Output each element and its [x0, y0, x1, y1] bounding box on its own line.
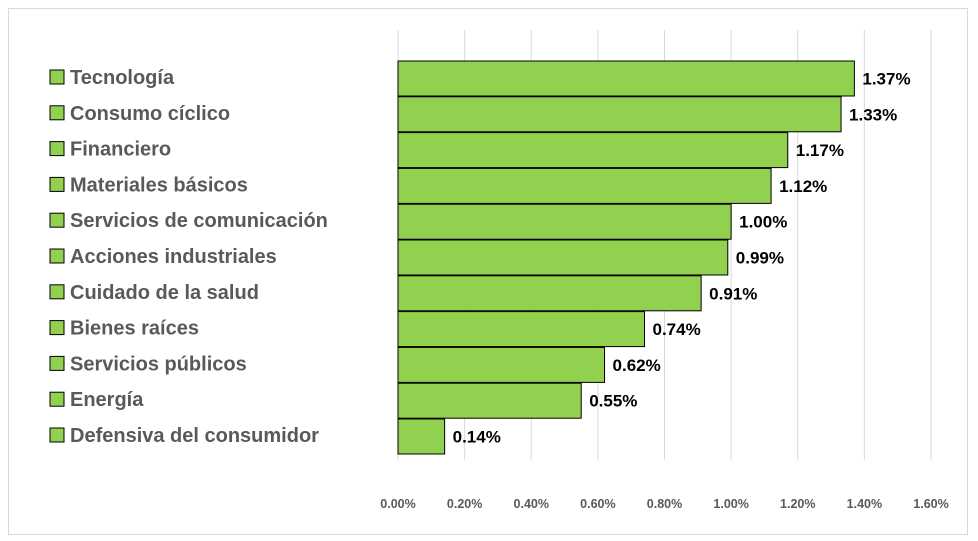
category-label: Energía: [70, 389, 144, 411]
value-label: 0.99%: [736, 249, 784, 268]
legend-swatch: [49, 176, 65, 192]
category-label: Consumo cíclico: [70, 103, 230, 125]
legend-swatch: [49, 427, 65, 443]
value-label: 0.62%: [613, 356, 661, 375]
category-legend: Tecnología Consumo cíclico Financiero Mater…: [49, 67, 328, 447]
value-label: 1.00%: [739, 213, 787, 232]
legend-swatch: [49, 212, 65, 228]
category-label: Financiero: [70, 139, 171, 161]
bar: [397, 60, 855, 97]
category-label: Bienes raíces: [70, 318, 199, 340]
legend-swatch: [49, 141, 65, 157]
value-label: 0.55%: [589, 392, 637, 411]
legend-swatch: [49, 391, 65, 407]
legend-swatch: [49, 284, 65, 300]
x-tick-label: 1.00%: [713, 497, 748, 511]
legend-swatch: [49, 355, 65, 371]
category-label: Acciones industriales: [70, 246, 277, 268]
x-tick-label: 0.40%: [514, 497, 549, 511]
value-label: 1.33%: [849, 105, 897, 124]
bar: [397, 311, 646, 348]
x-tick-label: 1.40%: [847, 497, 882, 511]
legend-swatch: [49, 105, 65, 121]
bars: [397, 60, 855, 455]
category-label: Defensiva del consumidor: [70, 425, 319, 447]
category-label: Servicios públicos: [70, 353, 247, 375]
x-tick-label: 0.00%: [380, 497, 415, 511]
x-tick-label: 1.60%: [913, 497, 948, 511]
category-label: Materiales básicos: [70, 174, 248, 196]
bar: [397, 382, 582, 419]
value-label: 0.14%: [453, 428, 501, 447]
bar: [397, 346, 606, 383]
category-label: Tecnología: [70, 67, 175, 89]
x-tick-label: 1.20%: [780, 497, 815, 511]
value-label: 1.17%: [796, 141, 844, 160]
value-label: 0.74%: [653, 320, 701, 339]
bar: [397, 203, 732, 240]
value-label: 1.37%: [862, 70, 910, 89]
x-tick-label: 0.80%: [647, 497, 682, 511]
bar: [397, 167, 772, 204]
legend-swatch: [49, 320, 65, 336]
value-label: 0.91%: [709, 284, 757, 303]
bar: [397, 96, 842, 133]
legend-swatch: [49, 248, 65, 264]
bar: [397, 418, 446, 455]
bar: [397, 239, 729, 276]
category-label: Servicios de comunicación: [70, 210, 328, 232]
x-axis-ticks: 0.00% 0.20% 0.40% 0.60% 0.80% 1.00% 1.20% 1.40%…: [380, 497, 948, 511]
bar: [397, 275, 702, 312]
category-label: Cuidado de la salud: [70, 282, 259, 304]
bar: [397, 132, 789, 169]
value-label: 1.12%: [779, 177, 827, 196]
value-labels: 1.37% 1.33% 1.17% 1.12% 1.00% 0.99% 0.91% 0.74%…: [453, 70, 911, 447]
x-tick-label: 0.20%: [447, 497, 482, 511]
legend-swatch: [49, 69, 65, 85]
x-tick-label: 0.60%: [580, 497, 615, 511]
